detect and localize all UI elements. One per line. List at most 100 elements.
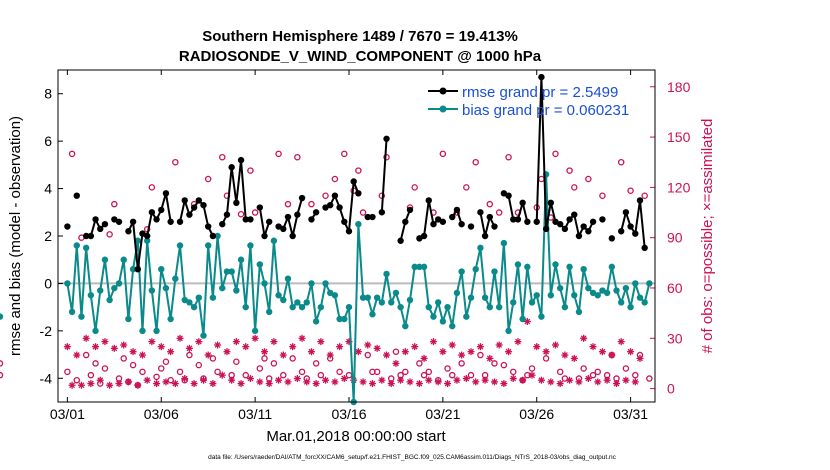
rmse-point bbox=[92, 216, 99, 223]
obs-assimilated-marker bbox=[185, 344, 193, 352]
obs-possible-marker bbox=[495, 209, 503, 216]
bias-point bbox=[556, 284, 564, 292]
obs-assimilated-marker bbox=[270, 338, 278, 346]
obs-possible-marker bbox=[120, 355, 127, 362]
obs-assimilated-marker bbox=[92, 343, 100, 351]
y-left-tick-label: 6 bbox=[44, 133, 52, 149]
bias-point bbox=[608, 263, 616, 271]
bias-point bbox=[388, 299, 395, 306]
obs-possible-marker bbox=[359, 209, 367, 216]
obs-assimilated-marker bbox=[467, 348, 475, 356]
bias-point bbox=[261, 280, 268, 287]
obs-assimilated-marker bbox=[453, 376, 461, 384]
rmse-point bbox=[294, 211, 301, 218]
bias-point bbox=[434, 299, 442, 306]
obs-possible-marker bbox=[481, 371, 489, 379]
obs-assimilated-marker bbox=[312, 380, 320, 388]
obs-possible-marker bbox=[0, 360, 4, 367]
obs-assimilated-marker bbox=[284, 378, 292, 386]
rmse-point bbox=[458, 220, 465, 228]
x-axis-label: Mar.01,2018 00:00:00 start bbox=[266, 428, 446, 445]
obs-possible-marker bbox=[599, 192, 606, 200]
rmse-point bbox=[430, 220, 437, 228]
x-axis-ticks: 03/01 03/06 03/11 03/16 03/21 03/26 03/31 bbox=[50, 70, 648, 422]
rmse-point bbox=[608, 235, 616, 242]
bias-point bbox=[106, 296, 113, 304]
obs-possible-marker bbox=[463, 184, 470, 191]
y-axis-right-label: # of obs: o=possible; ×=assimilated bbox=[699, 119, 716, 354]
obs-assimilated-marker bbox=[167, 348, 175, 356]
legend-bias-label: bias grand pr = 0.060231 bbox=[462, 102, 629, 119]
obs-possible-marker bbox=[284, 200, 292, 208]
obs-possible-marker bbox=[204, 175, 212, 183]
obs-assimilated-marker bbox=[411, 343, 419, 351]
rmse-point bbox=[242, 216, 249, 223]
obs-assimilated-marker bbox=[307, 348, 315, 356]
obs-assimilated-marker bbox=[157, 343, 165, 351]
x-tick-label: 03/26 bbox=[519, 406, 554, 422]
rmse-point bbox=[599, 216, 606, 223]
obs-possible-marker bbox=[411, 184, 418, 191]
bias-point bbox=[153, 327, 160, 335]
obs-assimilated-marker bbox=[340, 375, 348, 383]
bias-point bbox=[73, 242, 80, 249]
bias-point bbox=[92, 327, 99, 335]
bias-point bbox=[566, 263, 573, 271]
rmse-point bbox=[195, 197, 203, 204]
obs-possible-marker bbox=[280, 371, 287, 379]
obs-assimilated-marker bbox=[580, 334, 588, 342]
bias-point bbox=[162, 284, 170, 292]
rmse-point bbox=[420, 232, 428, 240]
x-tick-label: 03/21 bbox=[425, 406, 460, 422]
obs-assimilated-marker bbox=[476, 343, 484, 351]
obs-assimilated-marker bbox=[448, 341, 456, 349]
bias-point bbox=[214, 232, 221, 240]
obs-possible-marker bbox=[331, 175, 339, 183]
obs-possible-marker bbox=[472, 158, 479, 166]
obs-possible-marker bbox=[261, 355, 268, 362]
bias-point bbox=[636, 294, 644, 301]
rmse-point bbox=[327, 201, 334, 209]
bias-point bbox=[139, 327, 146, 335]
obs-possible-marker bbox=[505, 153, 512, 161]
series-obs-assimilated bbox=[63, 318, 644, 389]
bias-point bbox=[495, 303, 503, 311]
obs-assimilated-marker bbox=[462, 375, 470, 383]
obs-assimilated-marker bbox=[110, 344, 118, 352]
obs-possible-marker bbox=[275, 150, 282, 158]
series-obs-possible bbox=[0, 150, 653, 389]
obs-possible-marker bbox=[186, 351, 193, 359]
obs-assimilated-marker bbox=[378, 376, 386, 384]
bias-point bbox=[481, 294, 489, 301]
bias-point bbox=[82, 244, 90, 252]
rmse-point bbox=[312, 209, 320, 216]
obs-possible-marker bbox=[627, 187, 634, 194]
obs-possible-marker bbox=[594, 368, 601, 376]
bias-point bbox=[111, 284, 118, 292]
bias-point bbox=[280, 296, 287, 304]
y-right-tick-label: 90 bbox=[667, 230, 683, 246]
bias-point bbox=[355, 220, 362, 228]
rmse-point bbox=[261, 232, 268, 240]
rmse-point bbox=[134, 266, 141, 273]
obs-possible-marker bbox=[237, 210, 245, 218]
obs-possible-marker bbox=[387, 375, 395, 382]
bias-point bbox=[392, 289, 400, 297]
bias-point bbox=[618, 299, 625, 306]
obs-possible-marker bbox=[603, 371, 611, 379]
rmse-point bbox=[64, 223, 71, 230]
rmse-point bbox=[481, 232, 489, 240]
obs-possible-marker bbox=[162, 358, 170, 366]
obs-assimilated-marker bbox=[204, 351, 212, 359]
obs-possible-marker bbox=[491, 360, 498, 367]
rmse-point bbox=[397, 237, 404, 244]
rmse-point bbox=[467, 223, 475, 230]
obs-possible-marker bbox=[68, 150, 76, 158]
rmse-point bbox=[580, 223, 587, 230]
obs-possible-marker bbox=[148, 184, 156, 191]
bias-point bbox=[331, 292, 339, 299]
bias-point bbox=[622, 284, 630, 292]
obs-assimilated-marker bbox=[237, 380, 245, 388]
bias-point bbox=[430, 313, 437, 320]
rmse-point bbox=[190, 204, 198, 211]
